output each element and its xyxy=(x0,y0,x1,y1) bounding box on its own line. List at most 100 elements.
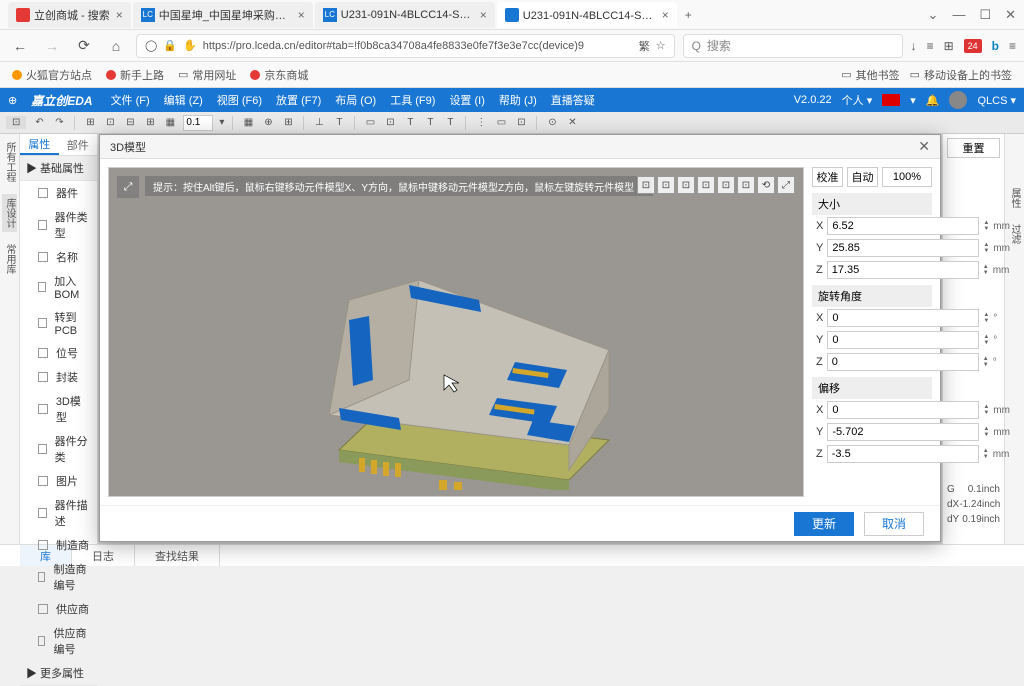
lp-tab-attr[interactable]: 属性 xyxy=(20,134,59,155)
spinner-icon[interactable]: ▲▼ xyxy=(983,242,989,254)
close-icon[interactable]: × xyxy=(116,8,123,22)
spinner-icon[interactable]: ▲▼ xyxy=(983,404,989,416)
star-icon[interactable]: ☆ xyxy=(656,39,666,52)
translate-icon[interactable]: 繁 xyxy=(639,38,650,54)
lp-section-more[interactable]: ▶ 更多属性 xyxy=(20,661,97,686)
lp-item[interactable]: 图片 xyxy=(20,469,97,493)
menu-layout[interactable]: 布局 (O) xyxy=(335,92,376,108)
bookmark-item[interactable]: ▭常用网址 xyxy=(178,67,236,83)
tool-icon[interactable]: ⊥ xyxy=(312,116,326,130)
cancel-button[interactable]: 取消 xyxy=(864,512,924,536)
bb-tab-find[interactable]: 查找结果 xyxy=(135,545,220,566)
vp-tool-icon[interactable]: ⊡ xyxy=(657,176,675,194)
menu-edit[interactable]: 编辑 (Z) xyxy=(164,92,203,108)
spinner-icon[interactable]: ▲▼ xyxy=(983,448,989,460)
prop-input[interactable] xyxy=(827,217,979,235)
notification-badge[interactable]: 24 xyxy=(964,39,982,53)
lp-item[interactable]: 器件分类 xyxy=(20,429,97,469)
user-name[interactable]: QLCS ▾ xyxy=(977,94,1016,107)
tab-1[interactable]: LC中国星坤_中国星坤采购信息-立× xyxy=(133,2,313,28)
lp-item[interactable]: 制造商编号 xyxy=(20,557,97,597)
lp-item[interactable]: 位号 xyxy=(20,341,97,365)
vp-tool-icon[interactable]: ⊡ xyxy=(697,176,715,194)
account-type[interactable]: 个人 ▾ xyxy=(842,92,873,108)
download-icon[interactable]: ↓ xyxy=(911,39,917,53)
canvas-area[interactable]: 3D模型 ✕ ⤢ 提示：按住Alt键后，鼠标右键移动元件模型X、Y方向，鼠标中键… xyxy=(98,134,942,544)
tool-icon[interactable]: ⋮ xyxy=(474,116,488,130)
tool-icon[interactable]: ▦ xyxy=(241,116,255,130)
undo-button[interactable]: ↶ xyxy=(32,116,46,130)
library-icon[interactable]: ≡ xyxy=(927,39,934,53)
spinner-icon[interactable]: ▲▼ xyxy=(983,426,989,438)
search-field[interactable]: Q 搜索 xyxy=(683,34,903,58)
lp-item[interactable]: 器件类型 xyxy=(20,205,97,245)
prop-input[interactable] xyxy=(827,309,979,327)
expand-icon[interactable]: ⤢ xyxy=(117,176,139,198)
close-icon[interactable]: × xyxy=(662,8,669,22)
reset-button[interactable]: 重置 xyxy=(947,138,1000,158)
extension-icon[interactable]: ⊞ xyxy=(944,39,954,53)
menu-view[interactable]: 视图 (F6) xyxy=(217,92,262,108)
tool-icon[interactable]: ⊙ xyxy=(545,116,559,130)
lp-item[interactable]: 供应商 xyxy=(20,597,97,621)
lp-tab-parts[interactable]: 部件 xyxy=(59,134,98,155)
spinner-icon[interactable]: ▲▼ xyxy=(983,220,989,232)
menu-file[interactable]: 文件 (F) xyxy=(111,92,150,108)
flag-dropdown-icon[interactable]: ▾ xyxy=(910,94,916,107)
close-icon[interactable]: × xyxy=(480,8,487,22)
tool-icon[interactable]: T xyxy=(443,116,457,130)
prop-input[interactable] xyxy=(827,423,979,441)
grid-size-input[interactable] xyxy=(183,115,213,131)
other-bookmarks[interactable]: ▭其他书签 xyxy=(841,67,899,83)
flag-icon[interactable] xyxy=(882,94,900,106)
lp-item[interactable]: 器件描述 xyxy=(20,493,97,533)
canvas-tab[interactable]: ⊡ xyxy=(6,116,26,129)
menu-icon[interactable]: ≡ xyxy=(1009,39,1016,53)
lp-section-basic[interactable]: ▶ 基础属性 xyxy=(20,156,97,181)
lp-item[interactable]: 器件 xyxy=(20,181,97,205)
tool-icon[interactable]: ▭ xyxy=(363,116,377,130)
reload-button[interactable]: ⟳ xyxy=(72,34,96,58)
lp-item[interactable]: 名称 xyxy=(20,245,97,269)
prop-input[interactable] xyxy=(827,401,979,419)
rail-common-lib[interactable]: 常用库 xyxy=(2,240,17,278)
home-button[interactable]: ⌂ xyxy=(104,34,128,58)
tool-icon[interactable]: ⊟ xyxy=(123,116,137,130)
update-button[interactable]: 更新 xyxy=(794,512,854,536)
prop-input[interactable] xyxy=(827,239,979,257)
spinner-icon[interactable]: ▲▼ xyxy=(983,312,989,324)
vp-tool-icon[interactable]: ⊡ xyxy=(737,176,755,194)
close-icon[interactable]: × xyxy=(298,8,305,22)
vp-tool-icon[interactable]: ⊡ xyxy=(717,176,735,194)
new-tab-button[interactable]: + xyxy=(685,8,692,22)
tool-icon[interactable]: ⊡ xyxy=(103,116,117,130)
prop-input[interactable] xyxy=(827,353,979,371)
tool-icon[interactable]: ▭ xyxy=(494,116,508,130)
vp-tool-icon[interactable]: ⤢ xyxy=(777,176,795,194)
modal-close-button[interactable]: ✕ xyxy=(918,138,930,155)
tab-calibrate[interactable]: 校准 xyxy=(812,167,843,187)
viewport-3d[interactable]: ⤢ 提示：按住Alt键后，鼠标右键移动元件模型X、Y方向，鼠标中键移动元件模型Z… xyxy=(108,167,804,497)
tool-icon[interactable]: ✕ xyxy=(565,116,579,130)
lp-item[interactable]: 3D模型 xyxy=(20,389,97,429)
bing-icon[interactable]: b xyxy=(992,39,999,53)
tool-icon[interactable]: ⊞ xyxy=(83,116,97,130)
tab-2[interactable]: LCU231-091N-4BLCC14-S5_ (XJ× xyxy=(315,2,495,28)
tool-icon[interactable]: ⊡ xyxy=(514,116,528,130)
tool-icon[interactable]: ⊡ xyxy=(383,116,397,130)
menu-tools[interactable]: 工具 (F9) xyxy=(390,92,435,108)
url-field[interactable]: ◯ 🔒 ✋ https://pro.lceda.cn/editor#tab=!f… xyxy=(136,34,675,58)
chevron-down-icon[interactable]: ⌄ xyxy=(928,7,939,23)
dropdown-icon[interactable]: ▾ xyxy=(219,117,224,128)
tool-icon[interactable]: T xyxy=(423,116,437,130)
prop-input[interactable] xyxy=(827,261,979,279)
spinner-icon[interactable]: ▲▼ xyxy=(983,264,989,276)
menu-place[interactable]: 放置 (F7) xyxy=(276,92,321,108)
mobile-bookmarks[interactable]: ▭移动设备上的书签 xyxy=(910,67,1012,83)
forward-button[interactable]: → xyxy=(40,34,64,58)
menu-help[interactable]: 帮助 (J) xyxy=(499,92,537,108)
vp-tool-icon[interactable]: ⊡ xyxy=(637,176,655,194)
lp-item[interactable]: 封装 xyxy=(20,365,97,389)
grid-icon[interactable]: ▦ xyxy=(163,116,177,130)
tool-icon[interactable]: ⊞ xyxy=(143,116,157,130)
